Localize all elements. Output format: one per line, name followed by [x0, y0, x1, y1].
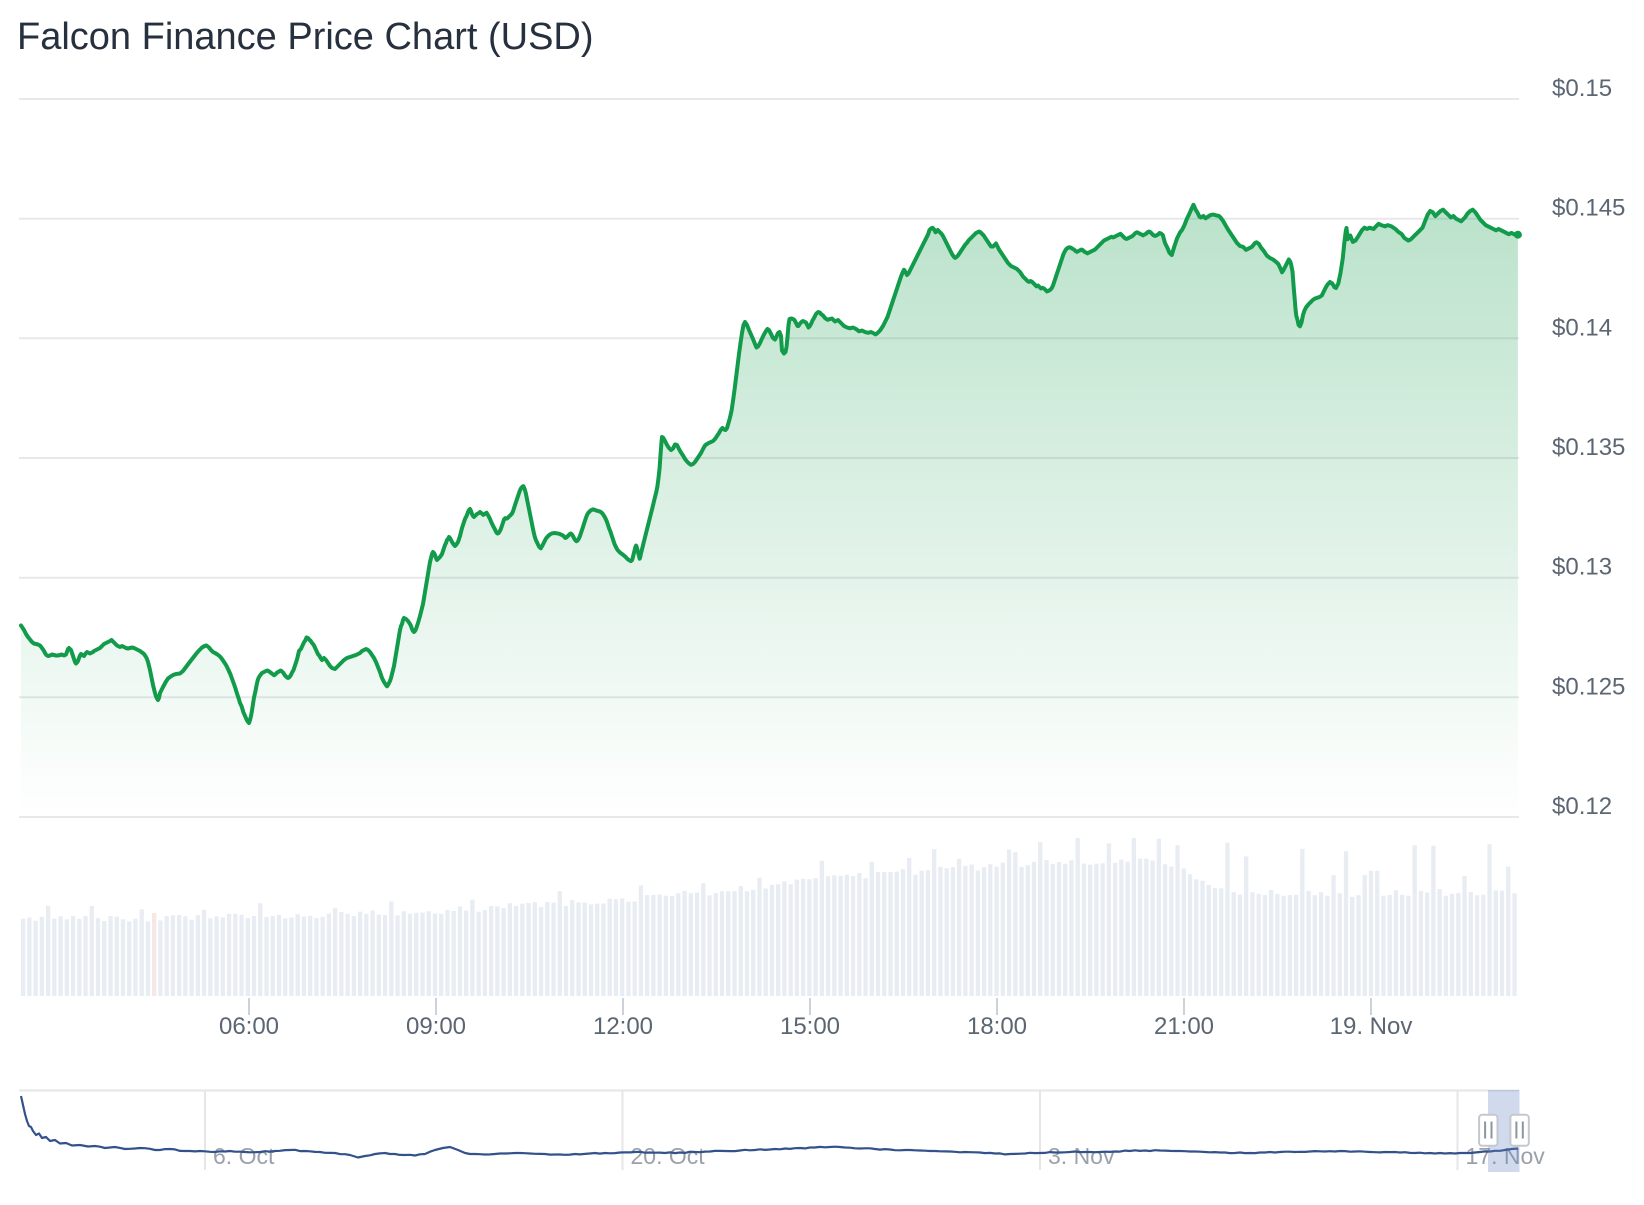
svg-text:19. Nov: 19. Nov — [1330, 1013, 1413, 1040]
svg-text:$0.14: $0.14 — [1552, 314, 1612, 341]
svg-text:3. Nov: 3. Nov — [1048, 1143, 1115, 1169]
svg-text:$0.15: $0.15 — [1552, 75, 1612, 102]
svg-text:15:00: 15:00 — [780, 1013, 840, 1040]
svg-text:06:00: 06:00 — [219, 1013, 279, 1040]
svg-text:Falcon Finance Price Chart (US: Falcon Finance Price Chart (USD) — [17, 16, 594, 58]
svg-text:20. Oct: 20. Oct — [631, 1143, 706, 1169]
svg-text:$0.13: $0.13 — [1552, 554, 1612, 581]
svg-text:12:00: 12:00 — [593, 1013, 653, 1040]
svg-text:18:00: 18:00 — [967, 1013, 1027, 1040]
svg-text:$0.125: $0.125 — [1552, 673, 1625, 700]
svg-text:$0.145: $0.145 — [1552, 195, 1625, 222]
svg-text:6. Oct: 6. Oct — [213, 1143, 275, 1169]
svg-text:$0.135: $0.135 — [1552, 434, 1625, 461]
svg-text:17. Nov: 17. Nov — [1466, 1143, 1546, 1169]
svg-text:$0.12: $0.12 — [1552, 793, 1612, 820]
svg-text:21:00: 21:00 — [1154, 1013, 1214, 1040]
svg-text:09:00: 09:00 — [406, 1013, 466, 1040]
